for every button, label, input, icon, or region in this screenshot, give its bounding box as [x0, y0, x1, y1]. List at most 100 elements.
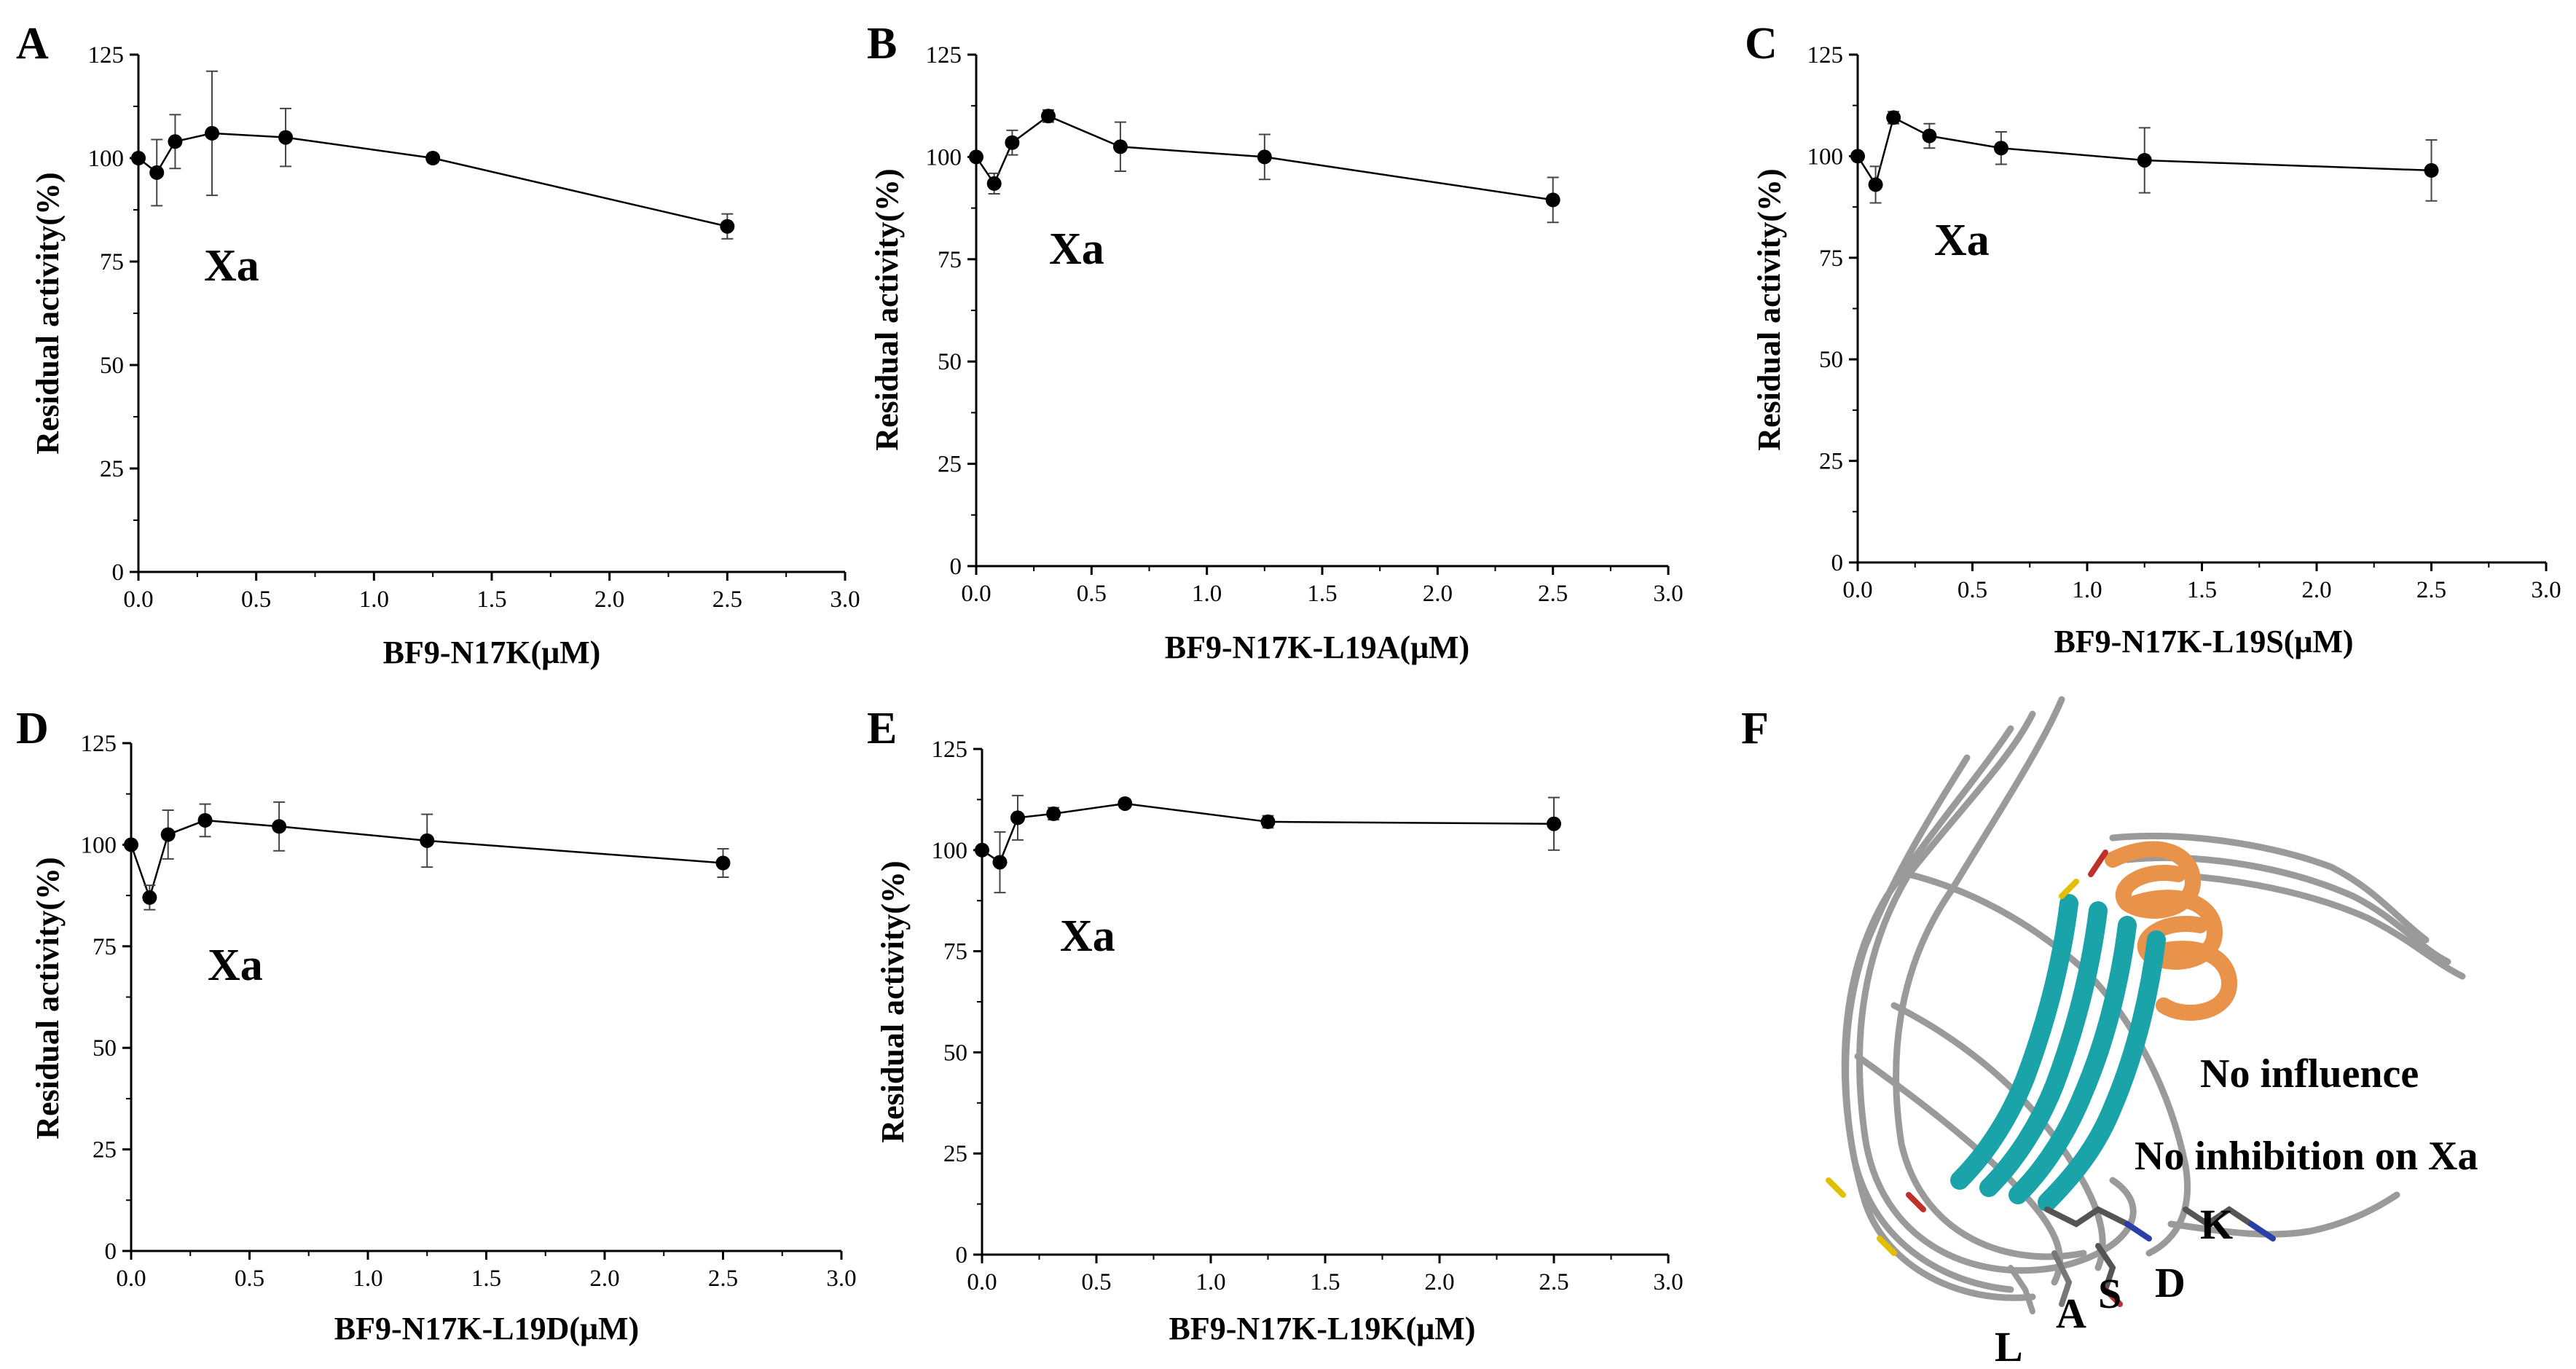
y-tick-label: 25 — [100, 456, 124, 482]
side-chains — [1826, 850, 2276, 1314]
data-point — [1886, 110, 1901, 125]
y-tick-label: 50 — [943, 1040, 967, 1066]
x-tick-label: 0.5 — [1081, 1269, 1111, 1295]
data-point — [425, 151, 441, 165]
x-tick-label: 2.0 — [1423, 581, 1453, 607]
residue-label-s: S — [2098, 1270, 2121, 1317]
series-line — [138, 132, 728, 227]
panel-letter: F — [1741, 704, 1769, 753]
y-tick-label: 0 — [112, 560, 125, 586]
x-tick-label: 1.5 — [476, 587, 506, 613]
x-tick-label: 1.5 — [1310, 1269, 1340, 1295]
x-tick-label: 0.5 — [1077, 581, 1107, 607]
y-tick-label: 50 — [100, 353, 124, 379]
y-axis-title: Residual activity(%) — [875, 860, 911, 1142]
y-tick-label: 100 — [88, 146, 125, 172]
x-tick-label: 1.0 — [359, 587, 389, 613]
x-tick-label: 0.0 — [961, 581, 991, 607]
y-tick-label: 75 — [93, 934, 117, 960]
data-point — [149, 165, 165, 180]
y-tick-label: 75 — [100, 249, 124, 275]
data-point — [1260, 814, 1276, 829]
y-axis-title: Residual activity(%) — [30, 172, 66, 454]
label-no-inhibition: No inhibition on Xa — [2135, 1134, 2478, 1179]
data-point — [1547, 816, 1561, 831]
data-point — [986, 176, 1002, 191]
x-tick-label: 2.0 — [594, 587, 624, 613]
data-point — [420, 833, 435, 848]
data-point — [715, 855, 731, 871]
x-axis-title: BF9-N17K-L19K(μM) — [1169, 1311, 1476, 1346]
y-tick-label: 50 — [93, 1035, 117, 1062]
y-tick-label: 100 — [926, 144, 962, 170]
y-tick-label: 125 — [932, 737, 968, 763]
x-tick-label: 0.0 — [123, 587, 153, 613]
x-tick-label: 3.0 — [1653, 1269, 1683, 1295]
data-point — [131, 151, 146, 165]
y-tick-label: 0 — [956, 1242, 968, 1268]
x-tick-label: 3.0 — [2531, 577, 2561, 603]
y-tick-label: 25 — [938, 452, 962, 478]
data-point — [1005, 135, 1020, 150]
data-point — [272, 819, 287, 834]
x-axis-title: BF9-N17K-L19S(μM) — [2054, 624, 2353, 659]
data-point — [1545, 192, 1560, 208]
y-tick-label: 0 — [1831, 550, 1844, 576]
data-point — [1046, 806, 1061, 821]
x-tick-label: 0.0 — [967, 1269, 997, 1295]
series-line — [981, 802, 1555, 864]
panel-letter: D — [16, 704, 49, 753]
panel-letter: E — [867, 704, 897, 753]
data-point — [1010, 810, 1025, 825]
y-tick-label: 75 — [1819, 246, 1843, 272]
y-tick-label: 125 — [1807, 42, 1844, 68]
x-axis-title: BF9-N17K(μM) — [383, 635, 601, 670]
data-point — [278, 130, 294, 145]
data-point — [1257, 149, 1272, 165]
data-point — [992, 855, 1008, 870]
data-point — [1868, 177, 1883, 192]
data-point — [2137, 152, 2152, 168]
y-tick-label: 25 — [943, 1141, 967, 1167]
data-point — [205, 125, 220, 141]
y-axis-title: Residual activity(%) — [869, 168, 905, 450]
x-tick-label: 2.5 — [708, 1266, 738, 1292]
x-axis-title: BF9-N17K-L19A(μM) — [1165, 629, 1469, 665]
panel-e: E Xa BF9-N17K-L19K(μM) Residual activity… — [867, 704, 1684, 1346]
x-tick-label: 3.0 — [826, 1266, 856, 1292]
y-tick-label: 125 — [926, 42, 962, 68]
y-tick-label: 75 — [938, 247, 962, 273]
annotation: Xa — [1060, 911, 1115, 961]
y-tick-label: 0 — [950, 554, 962, 580]
y-tick-label: 125 — [88, 42, 125, 68]
data-point — [160, 827, 176, 842]
panel-letter: C — [1745, 19, 1778, 68]
x-tick-label: 0.5 — [241, 587, 271, 613]
x-tick-label: 0.5 — [235, 1266, 264, 1292]
data-point — [142, 890, 157, 905]
x-tick-label: 1.0 — [1192, 581, 1222, 607]
data-point — [975, 842, 989, 858]
x-tick-label: 3.0 — [830, 587, 860, 613]
y-tick-label: 50 — [938, 349, 962, 375]
annotation: Xa — [204, 241, 259, 291]
data-point — [2424, 162, 2439, 178]
label-no-influence: No influence — [2200, 1051, 2419, 1097]
y-tick-label: 75 — [943, 939, 967, 965]
y-tick-label: 0 — [105, 1239, 117, 1265]
y-tick-label: 50 — [1819, 347, 1843, 373]
protein-ribbon-illustration — [1826, 696, 2466, 1314]
x-tick-label: 1.0 — [353, 1266, 382, 1292]
x-tick-label: 0.0 — [116, 1266, 146, 1292]
data-point — [969, 149, 983, 165]
annotation: Xa — [1049, 224, 1104, 274]
y-tick-label: 25 — [1819, 449, 1843, 475]
residue-label-k: K — [2200, 1201, 2233, 1248]
y-tick-label: 100 — [932, 838, 968, 864]
panel-f-structure: F — [1741, 696, 2478, 1369]
annotation: Xa — [208, 941, 263, 990]
data-point — [1850, 149, 1865, 164]
residue-label-a: A — [2056, 1290, 2086, 1337]
x-tick-label: 2.5 — [2416, 577, 2446, 603]
panel-b: B Xa BF9-N17K-L19A(μM) Residual activity… — [867, 19, 1684, 665]
